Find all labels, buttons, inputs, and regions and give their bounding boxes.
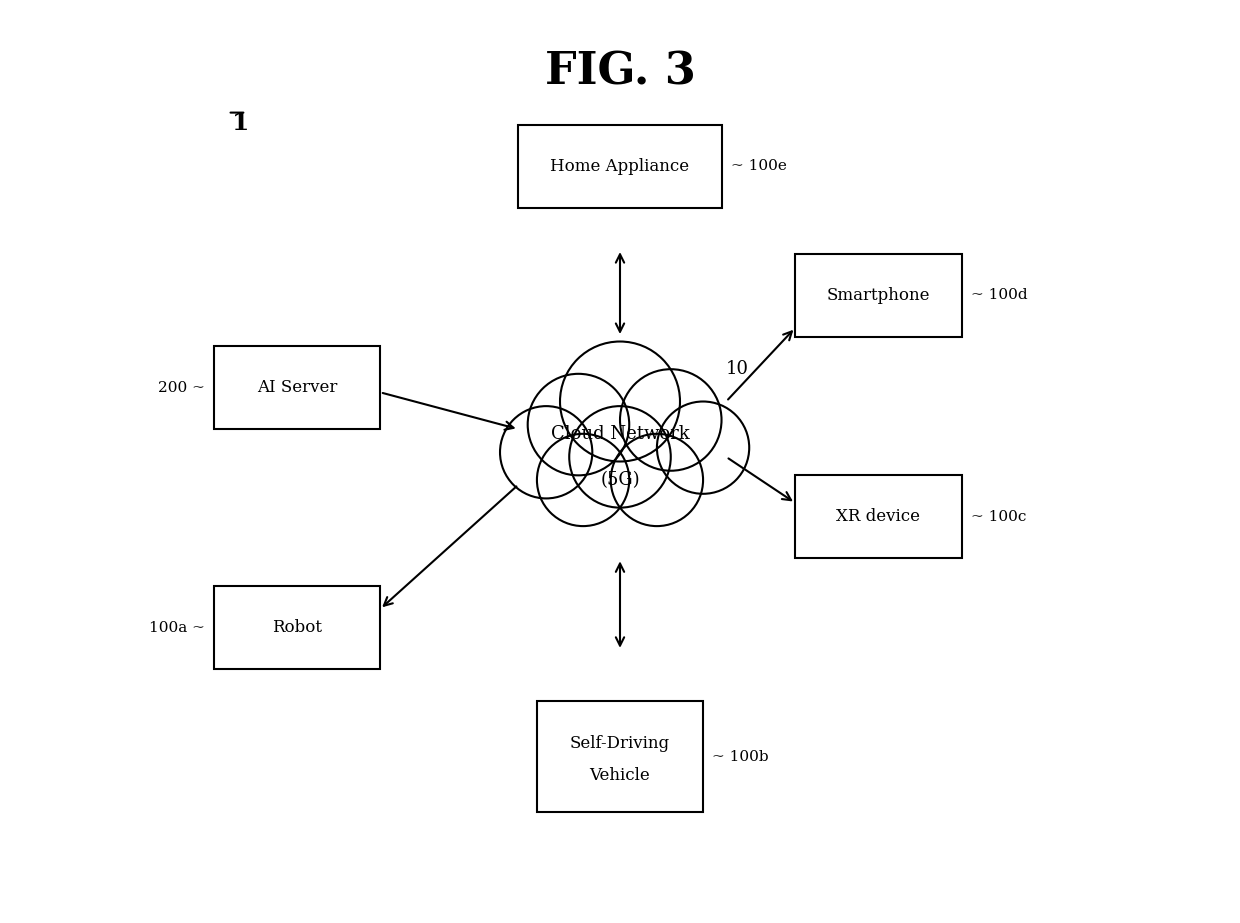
Circle shape (620, 369, 722, 471)
Text: 100a ~: 100a ~ (149, 620, 205, 635)
Text: ~ 100c: ~ 100c (971, 509, 1027, 524)
Text: ~ 100e: ~ 100e (730, 159, 786, 174)
Text: Home Appliance: Home Appliance (551, 158, 689, 174)
FancyBboxPatch shape (795, 475, 961, 558)
Circle shape (657, 402, 749, 494)
Circle shape (611, 434, 703, 526)
FancyBboxPatch shape (518, 125, 722, 208)
Text: ~ 100d: ~ 100d (971, 288, 1028, 303)
Text: FIG. 3: FIG. 3 (544, 51, 696, 94)
Text: Cloud Network: Cloud Network (551, 425, 689, 443)
Text: ~ 100b: ~ 100b (712, 749, 769, 764)
Text: Smartphone: Smartphone (827, 287, 930, 304)
Circle shape (560, 342, 680, 462)
Text: (5G): (5G) (600, 471, 640, 489)
Circle shape (569, 406, 671, 508)
FancyBboxPatch shape (213, 346, 379, 429)
Text: 10: 10 (727, 360, 749, 378)
Circle shape (537, 434, 629, 526)
Text: Self-Driving: Self-Driving (570, 735, 670, 751)
FancyBboxPatch shape (537, 701, 703, 812)
Text: AI Server: AI Server (257, 379, 337, 396)
Circle shape (500, 406, 593, 498)
Text: 1: 1 (232, 111, 249, 135)
Text: Vehicle: Vehicle (590, 767, 650, 784)
Circle shape (528, 374, 629, 475)
FancyBboxPatch shape (795, 254, 961, 337)
Text: XR device: XR device (837, 509, 920, 525)
Text: 200 ~: 200 ~ (157, 380, 205, 395)
FancyBboxPatch shape (213, 586, 379, 669)
Text: Robot: Robot (272, 619, 322, 636)
